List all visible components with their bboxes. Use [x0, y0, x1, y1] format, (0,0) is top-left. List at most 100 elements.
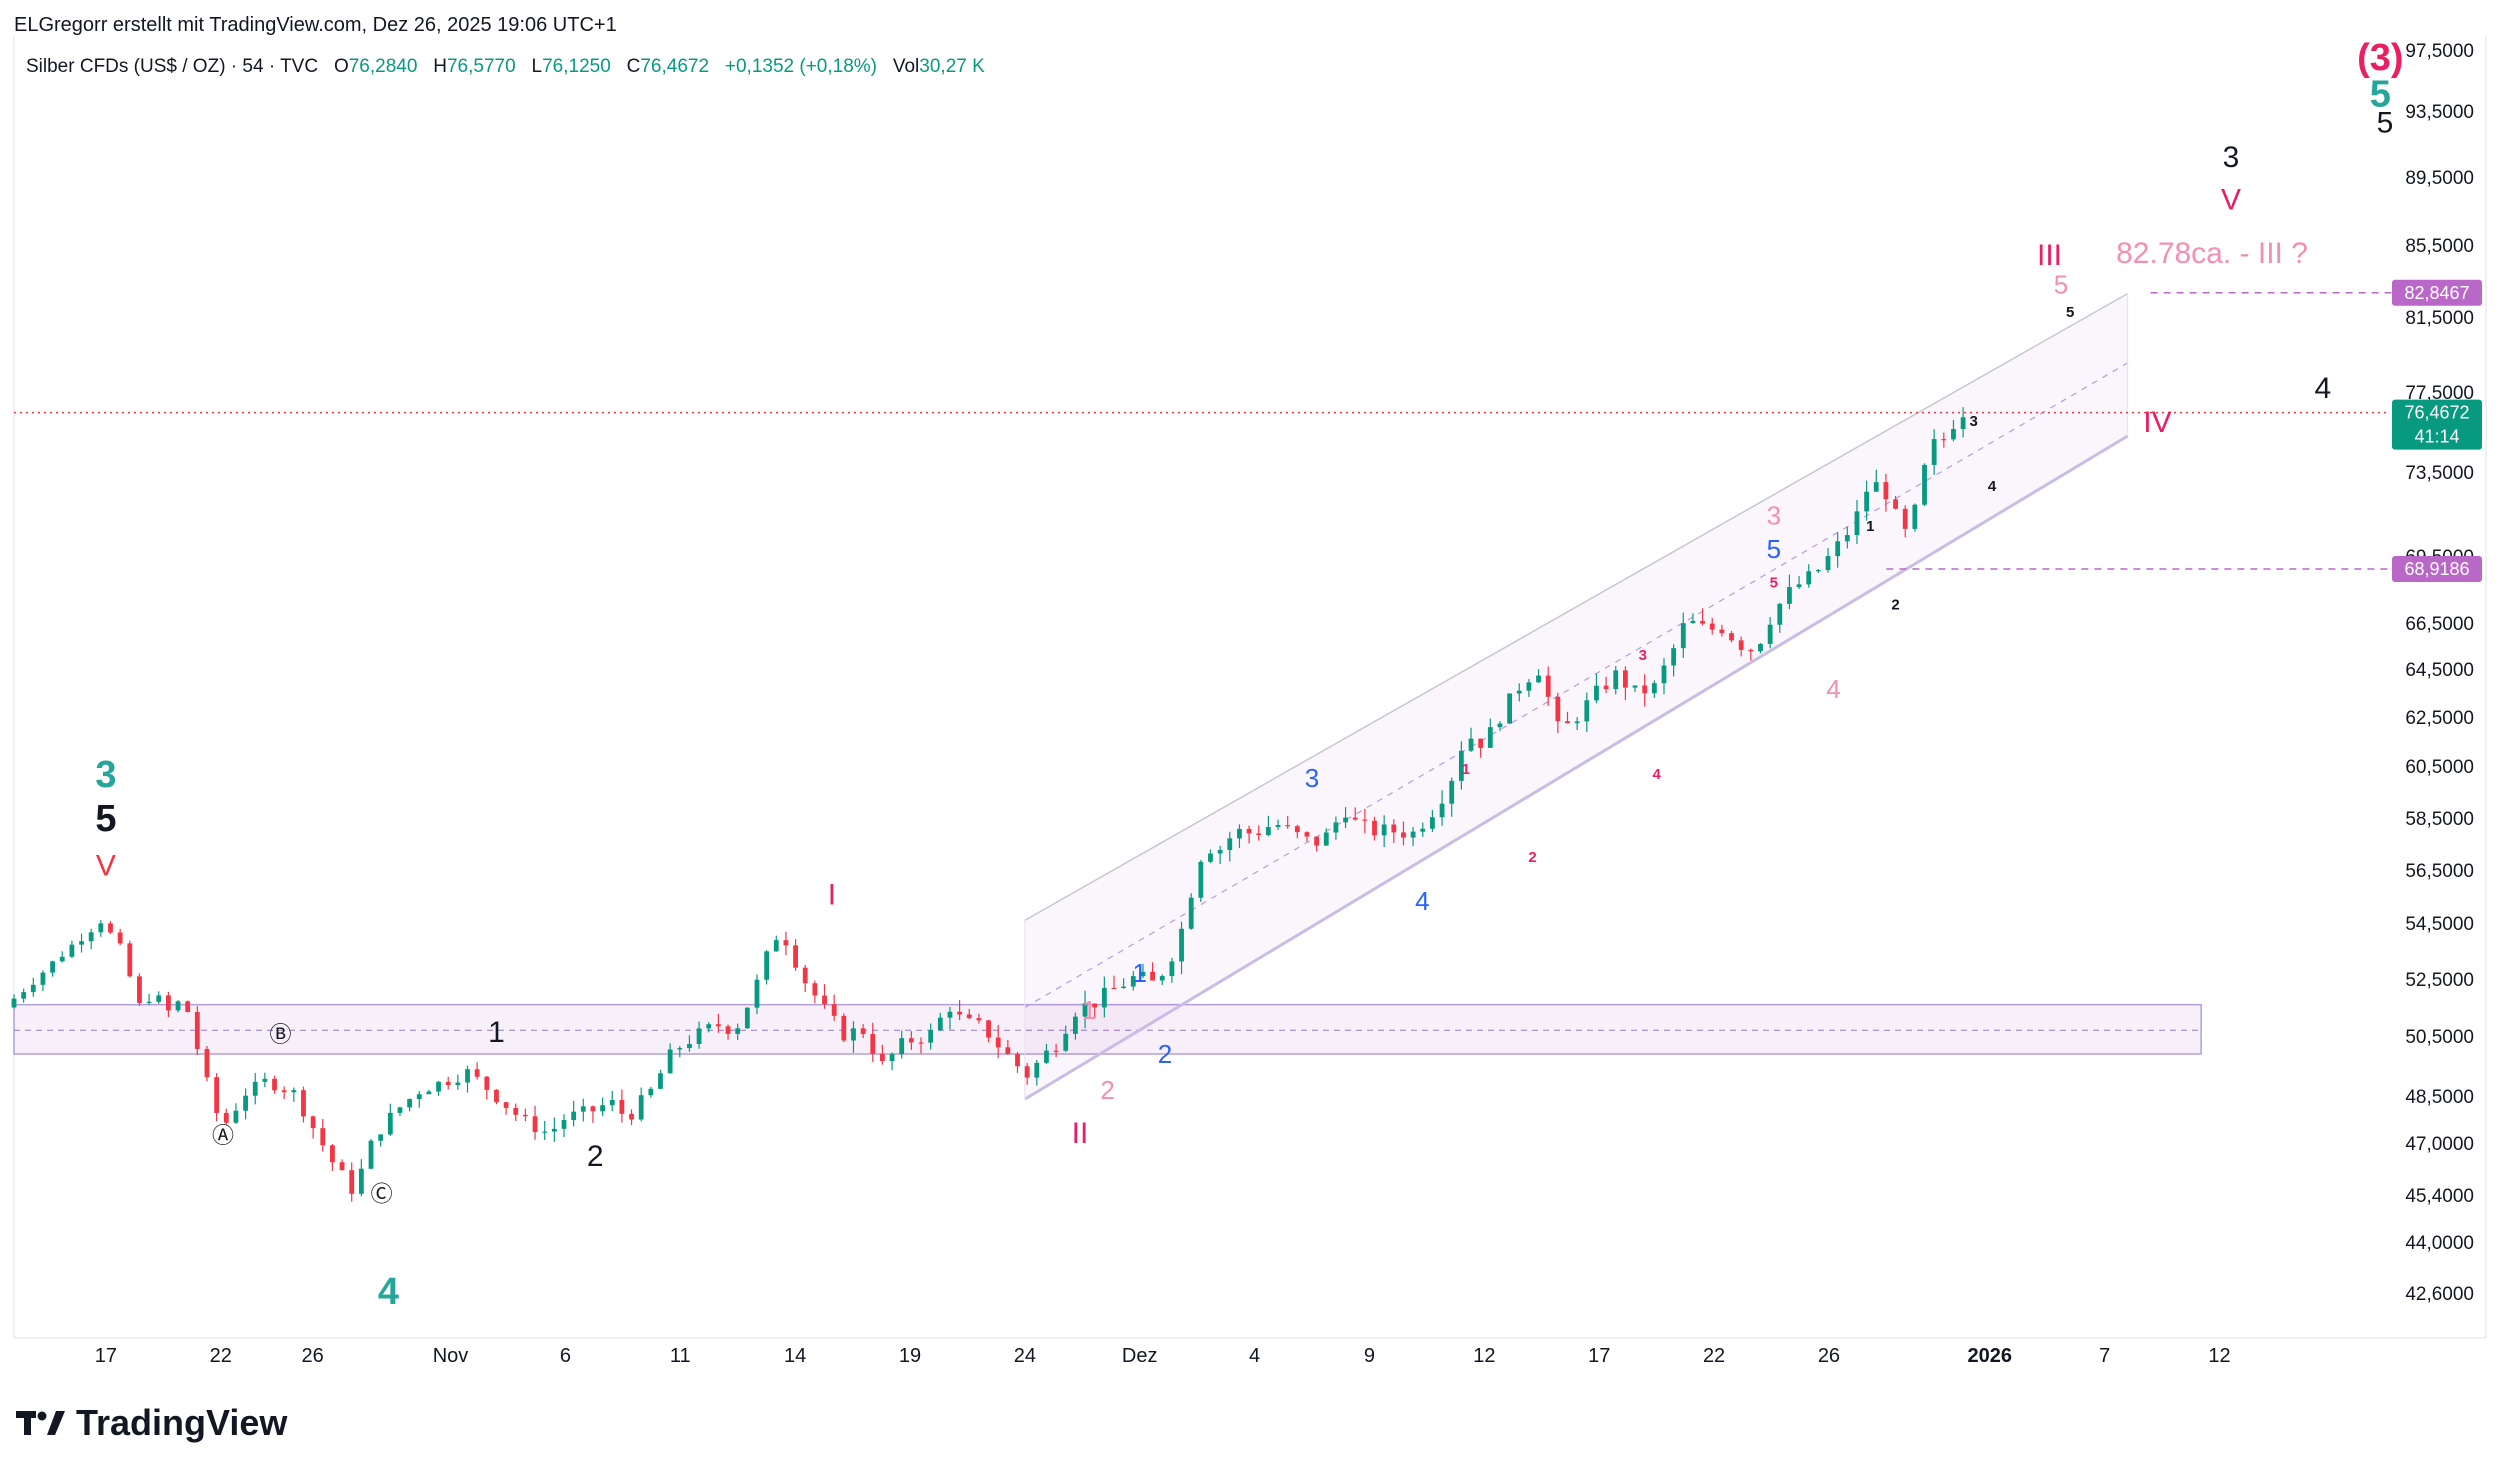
candle-body [1468, 738, 1474, 751]
candle-body [513, 1107, 519, 1115]
vol-value: 30,27 K [919, 56, 985, 77]
price-tick-label: 47,0000 [2405, 1134, 2474, 1155]
candle-body [580, 1106, 586, 1112]
candle-body [1314, 836, 1320, 846]
candle-body [1092, 1003, 1098, 1008]
close-label: C [626, 56, 641, 77]
wave-label: II [1072, 1117, 1089, 1150]
candle-body [1227, 838, 1233, 850]
wave-label: 5 [2370, 73, 2391, 115]
projection-label: 82.78ca. - III ? [2116, 237, 2308, 270]
open-label: O [333, 56, 349, 77]
candle-body [1179, 928, 1184, 962]
candle-body [629, 1113, 634, 1120]
wave-label: 5 [95, 798, 116, 840]
wave-label: 1 [1866, 518, 1874, 535]
candle-body [1024, 1066, 1030, 1078]
candle-body [744, 1007, 750, 1029]
symbol-name[interactable]: Silber CFDs (US$ / OZ) · 54 · TVC [26, 56, 319, 77]
time-tick-label: 12 [2208, 1345, 2230, 1367]
candle-body [378, 1134, 384, 1141]
wave-label: 3 [1305, 763, 1319, 793]
candle-body [1169, 961, 1175, 977]
wave-label: 2 [1158, 1039, 1172, 1069]
wave-label: 4 [378, 1271, 399, 1313]
candle-body [156, 995, 162, 1002]
candle-body [291, 1090, 297, 1093]
wave-label: I [828, 878, 836, 911]
candle-body [561, 1120, 567, 1129]
candle-body [465, 1069, 470, 1083]
candle-body [416, 1094, 422, 1100]
candle-body [523, 1114, 528, 1117]
candle-body [1883, 482, 1889, 500]
tradingview-logo[interactable]: TradingView [16, 1402, 287, 1444]
wave-label: 5 [2054, 270, 2068, 300]
candle-body [1671, 648, 1677, 666]
support-zone-band [13, 1003, 2202, 1055]
price-tick-label: 62,5000 [2405, 708, 2474, 729]
candle-body [387, 1112, 393, 1135]
price-tick-label: 50,5000 [2405, 1027, 2474, 1048]
candle-body [1651, 683, 1657, 694]
candle-body [1806, 571, 1812, 585]
candle-body [1237, 828, 1242, 839]
time-axis[interactable]: 17 22 26 Nov 6 11 14 19 24 Dez 4 9 12 17 22 26 2026 7 12 [95, 1345, 2231, 1367]
candle-body [339, 1162, 345, 1171]
candle-body [1767, 624, 1773, 644]
candle-body [1449, 780, 1455, 804]
low-label: L [531, 56, 543, 77]
candle-body [822, 995, 827, 1005]
price-tick-label: 66,5000 [2405, 614, 2474, 635]
vol-label: Vol [892, 56, 920, 77]
candle-body [812, 983, 818, 996]
candle-body [1854, 511, 1860, 536]
candle-body [1101, 987, 1107, 1008]
candle-body [445, 1081, 451, 1085]
candle-body [1951, 429, 1956, 440]
candle-body [1034, 1062, 1040, 1078]
candles [11, 407, 1966, 1202]
candle-body [349, 1170, 355, 1194]
candle-body [1536, 675, 1541, 683]
candle-body [1700, 620, 1705, 624]
open-value: 76,2840 [348, 56, 418, 77]
wave-label: 5 [2066, 304, 2074, 321]
grid [13, 36, 2487, 1339]
candle-body [1729, 633, 1734, 641]
candle-body [214, 1077, 220, 1113]
wave-label: 2 [1528, 849, 1536, 866]
candle-body [1835, 541, 1841, 557]
candle-body [1372, 820, 1377, 836]
candle-body [677, 1048, 683, 1050]
current-price-badge-countdown: 41:14 [2414, 427, 2459, 447]
wave-labels: 82.78ca. - III ?35VⒷⒶⒸ412III121234123453… [95, 37, 2403, 1313]
candle-body [40, 972, 46, 985]
channel-lower-line [1024, 434, 2129, 1101]
candle-body [503, 1102, 509, 1108]
candle-body [223, 1112, 229, 1123]
candle-body [1198, 861, 1204, 898]
wave-label: 4 [1826, 674, 1840, 704]
price-axis[interactable]: 97,5000 93,5000 89,5000 85,5000 81,5000 77,50… [2392, 41, 2482, 1305]
candle-body [436, 1081, 441, 1092]
candle-body [1594, 685, 1599, 701]
candle-body [889, 1054, 895, 1062]
candle-body [1208, 853, 1213, 862]
time-tick-label: Nov [433, 1345, 469, 1367]
candle-body [1584, 700, 1590, 722]
candle-body [1410, 831, 1416, 838]
candle-body [841, 1015, 847, 1041]
candle-body [590, 1106, 596, 1112]
candle-body [474, 1069, 480, 1077]
candle-body [127, 943, 133, 977]
candle-body [1294, 826, 1300, 833]
time-tick-label: 22 [210, 1345, 232, 1367]
symbol-legend[interactable]: Silber CFDs (US$ / OZ) · 54 · TVC O76,28… [26, 56, 985, 78]
wave-label: 2 [1100, 1075, 1114, 1105]
candle-body [1333, 822, 1339, 833]
wave-label: III [2037, 239, 2062, 272]
price-tick-label: 89,5000 [2405, 168, 2474, 189]
wave-label: 2 [587, 1140, 604, 1173]
